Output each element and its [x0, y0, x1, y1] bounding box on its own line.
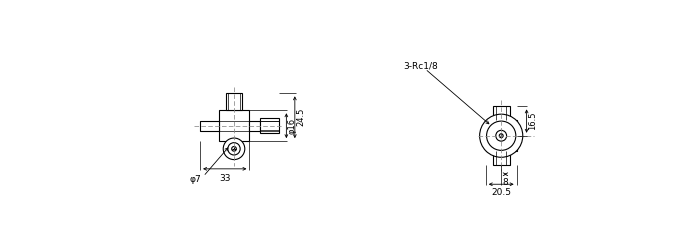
- Circle shape: [223, 138, 245, 160]
- Bar: [200, 121, 218, 131]
- Text: 16.5: 16.5: [528, 112, 537, 130]
- Bar: [486, 120, 517, 151]
- Text: 33: 33: [219, 174, 230, 183]
- Bar: [493, 107, 510, 120]
- Bar: [225, 93, 242, 110]
- Bar: [249, 121, 260, 131]
- Bar: [218, 110, 249, 141]
- Text: φ7: φ7: [189, 175, 201, 184]
- Text: 24.5: 24.5: [296, 108, 305, 127]
- Circle shape: [228, 143, 240, 155]
- Circle shape: [499, 134, 503, 138]
- Circle shape: [232, 146, 237, 151]
- Circle shape: [480, 114, 523, 157]
- Bar: [260, 118, 279, 133]
- Text: φ16: φ16: [288, 118, 297, 134]
- Circle shape: [486, 121, 516, 150]
- Circle shape: [496, 130, 507, 141]
- Text: 8: 8: [503, 178, 508, 187]
- Text: 20.5: 20.5: [491, 188, 511, 197]
- Bar: [493, 151, 510, 165]
- Text: 3-Rc1/8: 3-Rc1/8: [403, 62, 438, 71]
